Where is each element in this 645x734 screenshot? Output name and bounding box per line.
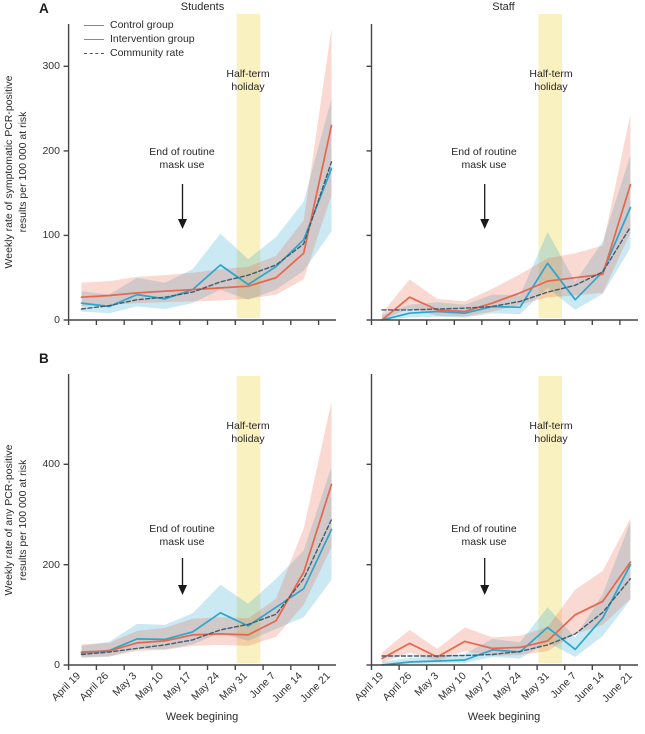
half-term-holiday-band xyxy=(236,14,261,318)
intervention-group-ci-band xyxy=(382,114,631,320)
x-axis-title-students: Week begining xyxy=(165,711,239,723)
legend-item-community: Community rate xyxy=(84,46,195,60)
legend-label-control: Control group xyxy=(110,19,174,31)
halfterm-annotation-b-students: Half-term holiday xyxy=(188,420,308,446)
y-tick-label: 0 xyxy=(54,659,60,671)
y-tick-label: 200 xyxy=(42,558,60,571)
legend-item-intervention: Intervention group xyxy=(84,32,195,46)
control-group-line xyxy=(80,167,333,308)
half-term-holiday-band xyxy=(236,376,261,663)
halfterm-annotation-b-staff: Half-term holiday xyxy=(491,420,611,446)
column-title-staff: Staff xyxy=(492,1,515,13)
mask-line2: mask use xyxy=(461,536,507,548)
intervention-line-swatch xyxy=(84,38,104,40)
half-term-holiday-band xyxy=(538,14,562,318)
mask-line1: End of routine xyxy=(149,523,215,535)
halfterm-line2: holiday xyxy=(231,433,265,445)
y-axis-title-b-line2: results per 100 000 at risk xyxy=(17,459,29,581)
control-line-swatch xyxy=(84,24,104,26)
control-group-line xyxy=(381,206,632,321)
intervention-group-line xyxy=(381,561,632,660)
community-rate-line xyxy=(80,161,333,310)
panel-a-students xyxy=(63,14,336,325)
community-rate-line xyxy=(80,518,333,656)
mask-use-arrow-head xyxy=(480,585,490,595)
community-rate-line xyxy=(381,226,632,311)
halfterm-line1: Half-term xyxy=(529,420,573,432)
mask-use-arrow-head xyxy=(480,219,490,229)
panel-a-staff xyxy=(366,14,638,325)
y-tick-label: 200 xyxy=(42,144,60,157)
control-group-ci-band xyxy=(81,98,332,314)
halfterm-line2: holiday xyxy=(534,433,568,445)
community-rate-line xyxy=(381,578,632,657)
legend-label-community: Community rate xyxy=(110,47,185,59)
halfterm-annotation-a-students: Half-term holiday xyxy=(188,68,308,94)
halfterm-line1: Half-term xyxy=(529,68,573,80)
y-axis-title-panel-b: Weekly rate of any PCR-positive results … xyxy=(2,360,32,680)
half-term-holiday-band xyxy=(538,376,562,663)
community-line-swatch xyxy=(84,52,104,54)
halfterm-line2: holiday xyxy=(231,81,265,93)
halfterm-line1: Half-term xyxy=(226,420,270,432)
intervention-group-line xyxy=(381,183,632,321)
mask-use-arrow-head xyxy=(178,219,187,229)
legend-item-control: Control group xyxy=(84,18,195,32)
intervention-group-line xyxy=(80,124,333,299)
halfterm-line2: holiday xyxy=(534,81,568,93)
mask-line1: End of routine xyxy=(451,146,517,158)
control-group-line xyxy=(381,563,632,666)
panel-b-staff xyxy=(366,374,638,670)
halfterm-line1: Half-term xyxy=(226,68,270,80)
control-group-ci-band xyxy=(81,466,332,658)
halfterm-annotation-a-staff: Half-term holiday xyxy=(491,68,611,94)
mask-line2: mask use xyxy=(461,159,507,171)
mask-line1: End of routine xyxy=(451,523,517,535)
y-axis-title-b-line1: Weekly rate of any PCR-positive xyxy=(3,444,15,596)
mask-line2: mask use xyxy=(159,159,205,171)
mask-annotation-a-students: End of routine mask use xyxy=(122,146,242,172)
legend-label-intervention: Intervention group xyxy=(110,33,195,45)
mask-annotation-b-students: End of routine mask use xyxy=(122,523,242,549)
mask-annotation-b-staff: End of routine mask use xyxy=(424,523,544,549)
y-tick-label: 0 xyxy=(54,314,60,326)
panel-label-b: B xyxy=(39,351,49,366)
x-axis-title-staff: Week begining xyxy=(467,711,541,723)
column-title-students: Students xyxy=(180,1,225,13)
mask-line2: mask use xyxy=(159,536,205,548)
mask-use-arrow-head xyxy=(178,585,187,595)
mask-annotation-a-staff: End of routine mask use xyxy=(424,146,544,172)
y-tick-label: 400 xyxy=(42,458,60,471)
y-tick-label: 300 xyxy=(42,60,60,73)
y-axis-title-a-line1: Weekly rate of symptomatic PCR-positive xyxy=(3,75,15,269)
panel-b-students xyxy=(63,374,336,670)
panel-label-a: A xyxy=(39,1,49,16)
legend: Control group Intervention group Communi… xyxy=(84,18,195,60)
y-tick-label: 100 xyxy=(42,229,60,242)
intervention-group-ci-band xyxy=(382,518,631,663)
mask-line1: End of routine xyxy=(149,146,215,158)
